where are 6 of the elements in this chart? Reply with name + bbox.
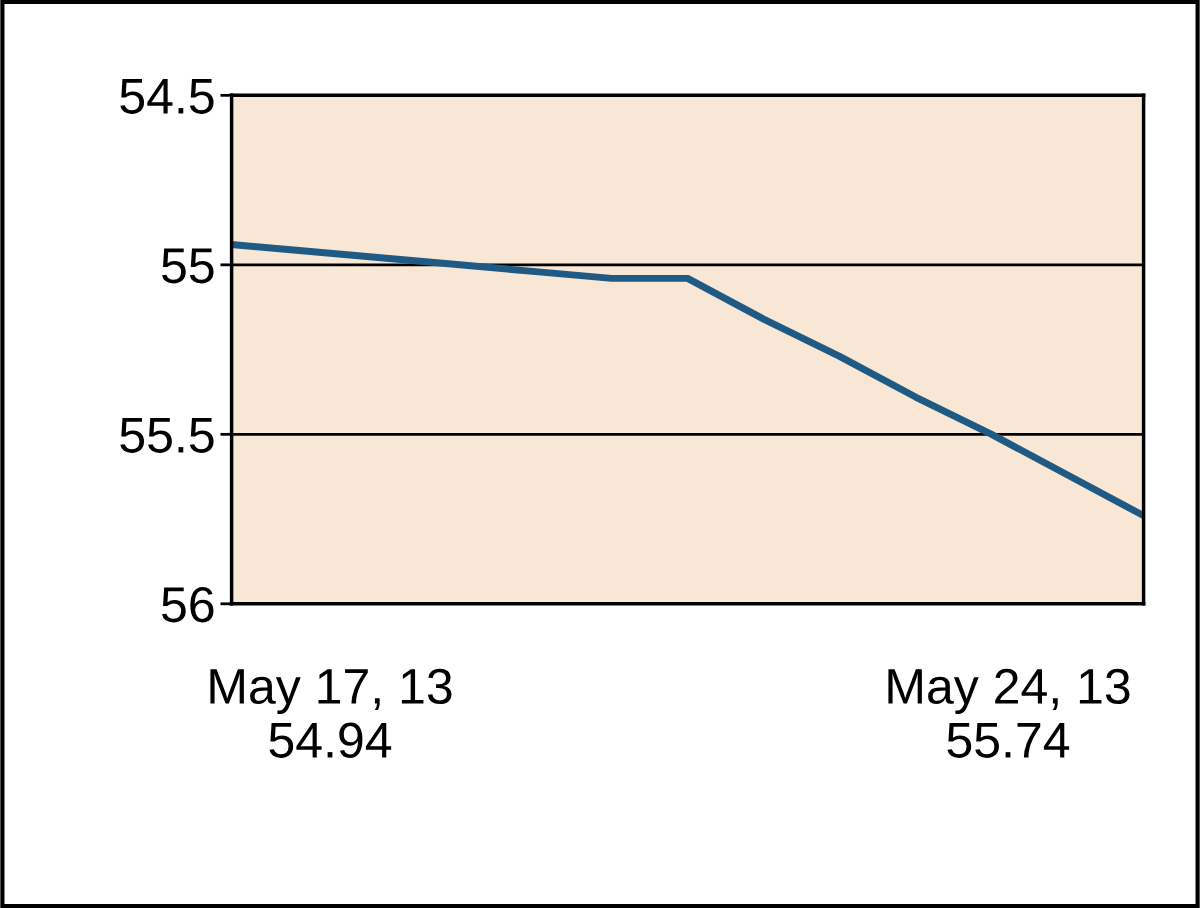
- y-tick-label: 54.5: [120, 79, 214, 114]
- text: May 17, 13 54.94: [210, 668, 452, 758]
- text: May 24, 13 55.74: [888, 668, 1130, 758]
- y-tick-label: 56: [162, 587, 214, 623]
- y-tick-label: 55: [162, 248, 214, 284]
- y-tick-label: 55.5: [120, 418, 214, 453]
